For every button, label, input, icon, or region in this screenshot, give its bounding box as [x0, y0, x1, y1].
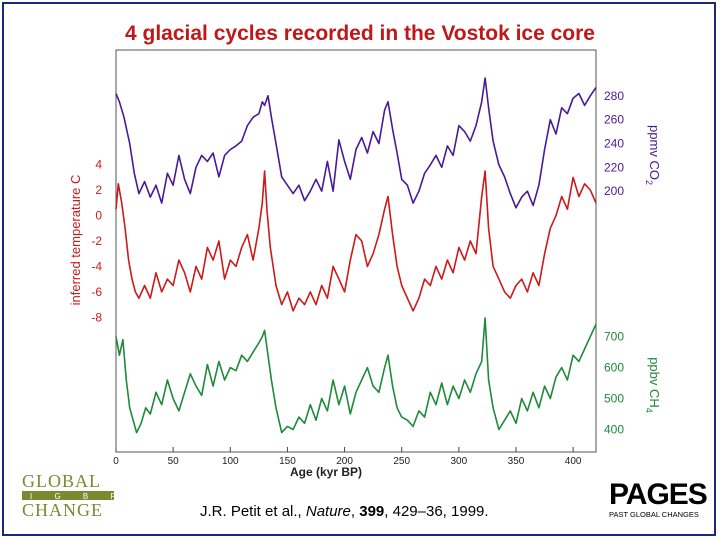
temperature-y-tick-label: -6 — [91, 285, 102, 299]
x-tick-label: 150 — [279, 456, 296, 467]
temperature-y-tick-label: -2 — [91, 234, 102, 248]
citation-sep: , — [350, 503, 360, 520]
citation: J.R. Petit et al., Nature, 399, 429–36, … — [200, 503, 489, 520]
x-tick-label: 400 — [565, 456, 582, 467]
x-tick-label: 200 — [336, 456, 353, 467]
temperature-y-tick-label: 4 — [95, 158, 102, 172]
x-tick-label: 0 — [113, 456, 119, 467]
ch4-y-tick-label: 600 — [604, 361, 624, 375]
global-change-logo: GLOBAL I G B P CHANGE — [22, 471, 116, 520]
ch4-y-tick-label: 500 — [604, 392, 624, 406]
co2-series-line — [115, 77, 597, 209]
logo-pages-text: PAGES — [609, 478, 707, 511]
co2-y-tick-label: 240 — [604, 137, 624, 151]
x-tick-label: 250 — [393, 456, 410, 467]
logo-pages-subtitle: PAST GLOBAL CHANGES — [609, 510, 699, 519]
ch4-axis-label: ppbv CH4 — [644, 357, 662, 413]
x-tick-label: 300 — [451, 456, 468, 467]
plot-frame — [115, 49, 597, 453]
co2-y-tick-label: 220 — [604, 160, 624, 174]
logo-global-text: GLOBAL — [22, 471, 101, 491]
ch4-y-tick-label: 400 — [604, 423, 624, 437]
citation-rest: , 429–36, 1999. — [384, 503, 489, 520]
x-tick-label: 100 — [222, 456, 239, 467]
citation-journal: Nature — [305, 503, 351, 520]
citation-volume: 399 — [359, 503, 385, 520]
ch4-axis-label-subscript: 4 — [644, 408, 654, 413]
temperature-series-line — [115, 170, 597, 312]
temperature-y-tick-label: 0 — [95, 209, 102, 223]
x-tick-label: 350 — [508, 456, 525, 467]
co2-axis-label-text: ppmv CO — [647, 125, 662, 180]
co2-y-tick-label: 200 — [604, 184, 624, 198]
x-axis-label: Age (kyr BP) — [290, 465, 362, 479]
temperature-y-tick-label: -8 — [91, 310, 102, 324]
ch4-series-line — [115, 317, 597, 434]
pages-logo: PAGES PAST GLOBAL CHANGES — [609, 478, 707, 519]
co2-y-tick-label: 280 — [604, 89, 624, 103]
ch4-axis-label-text: ppbv CH — [647, 357, 662, 408]
slide-title: 4 glacial cycles recorded in the Vostok … — [125, 22, 595, 45]
temperature-axis-label: inferred temperature C — [68, 175, 83, 306]
citation-authors: J.R. Petit et al., — [200, 503, 306, 520]
temperature-y-tick-label: -4 — [91, 259, 102, 273]
temperature-axis-label-text: inferred temperature C — [68, 175, 83, 306]
co2-axis-label-subscript: 2 — [644, 180, 654, 185]
logo-band — [22, 491, 114, 500]
temperature-y-tick-label: 2 — [95, 183, 102, 197]
co2-axis-label: ppmv CO2 — [644, 125, 662, 185]
logo-igbp-text: I G B P — [30, 492, 116, 501]
x-tick-label: 50 — [168, 456, 180, 467]
logo-change-text: CHANGE — [22, 500, 103, 520]
ch4-y-tick-label: 700 — [604, 330, 624, 344]
co2-y-tick-label: 260 — [604, 113, 624, 127]
